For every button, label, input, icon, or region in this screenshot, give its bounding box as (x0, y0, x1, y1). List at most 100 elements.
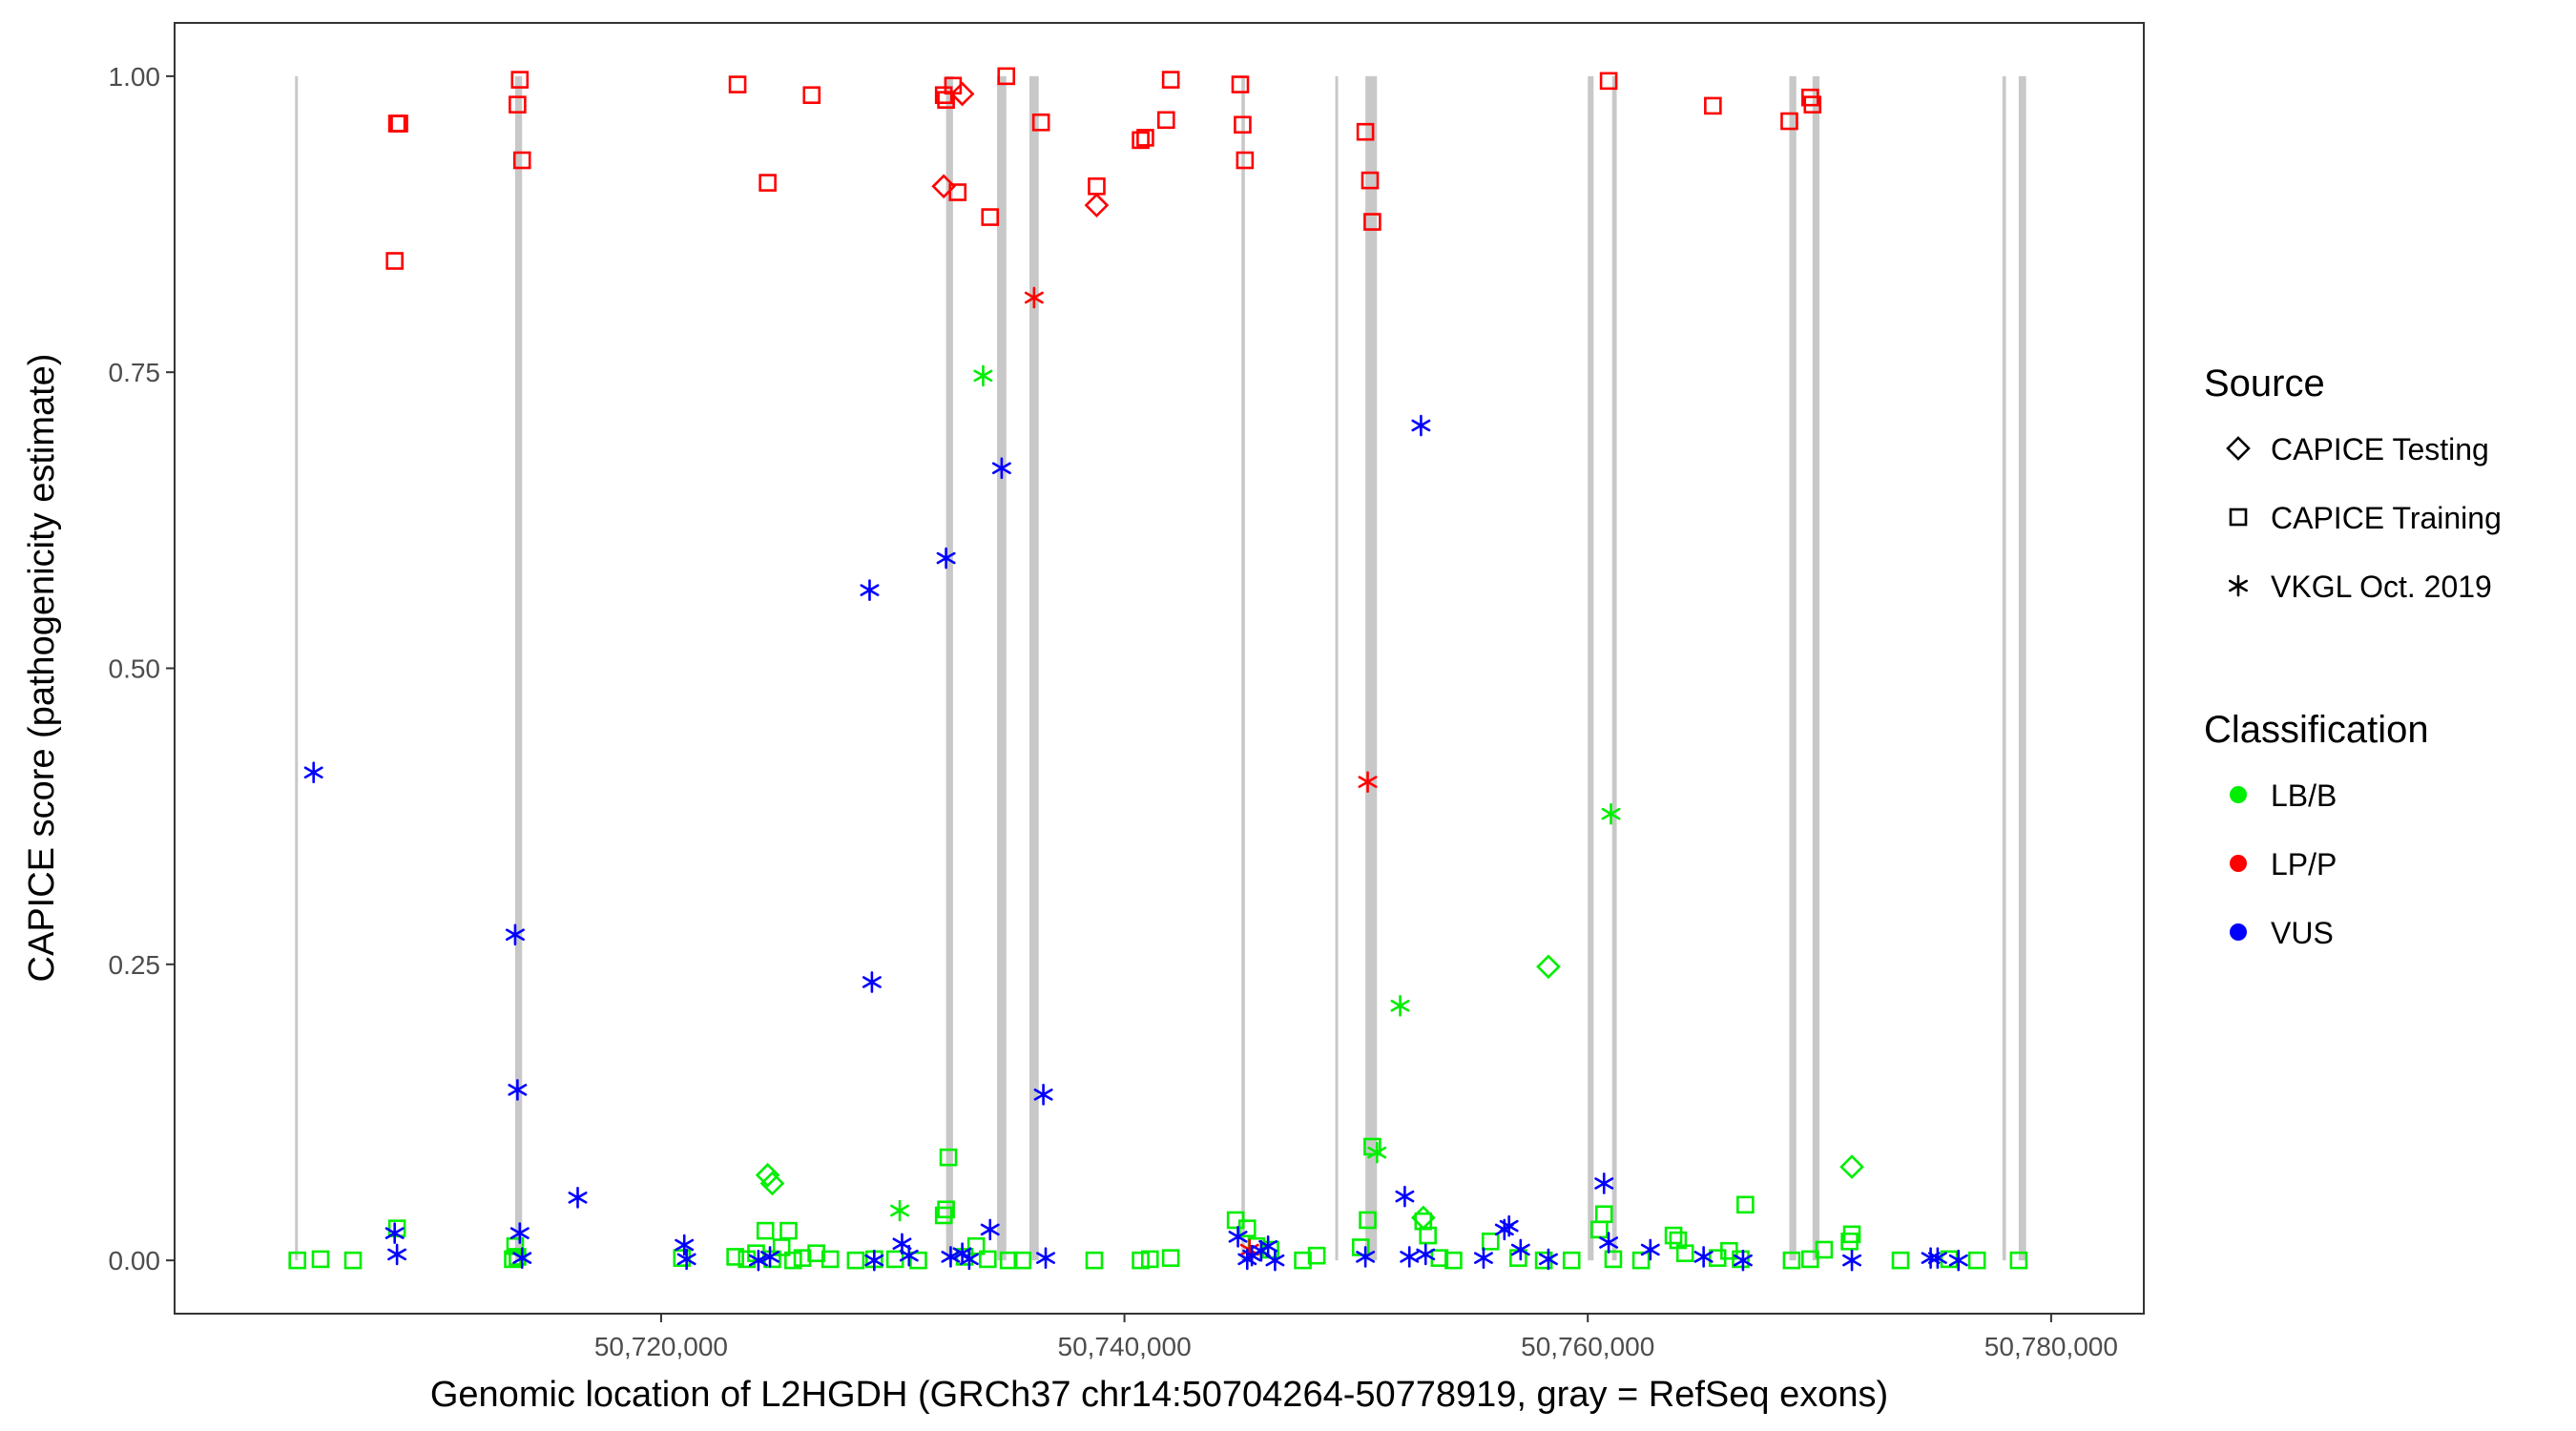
point-vkgl-oct-2019-lb-b-3 (1390, 994, 1410, 1017)
point-capice-training-lb-b-23 (934, 1206, 953, 1225)
point-vkgl-oct-2019-lb-b-4 (1601, 802, 1621, 825)
point-vkgl-oct-2019-vus-49 (1948, 1249, 1968, 1272)
point-capice-training-lb-b-48 (1481, 1232, 1500, 1251)
point-capice-training-lp-p-13 (981, 208, 1000, 226)
y-tick-label-2: 0.50 (109, 654, 161, 684)
exon-band-11 (1812, 75, 1820, 1261)
point-capice-training-lp-p-24 (1356, 122, 1375, 141)
point-vkgl-oct-2019-vus-29 (1258, 1234, 1278, 1257)
legend-source-keys (2226, 436, 2251, 597)
x-axis-title: Genomic location of L2HGDH (GRCh37 chr14… (430, 1375, 1888, 1415)
point-vkgl-oct-2019-vus-31 (1356, 1246, 1376, 1268)
exon-band-10 (1789, 75, 1797, 1261)
point-vkgl-oct-2019-vus-22 (991, 457, 1011, 480)
point-vkgl-oct-2019-vus-39 (1510, 1238, 1530, 1261)
point-vkgl-oct-2019-vus-25 (1228, 1226, 1248, 1248)
x-tick-label-0: 50,720,000 (594, 1332, 728, 1361)
point-vkgl-oct-2019-vus-2 (387, 1243, 407, 1266)
exon-layer (295, 75, 2026, 1261)
point-vkgl-oct-2019-vus-44 (1693, 1246, 1714, 1268)
point-vkgl-oct-2019-vus-38 (1499, 1214, 1519, 1237)
point-capice-training-lb-b-34 (1161, 1249, 1180, 1267)
point-vkgl-oct-2019-vus-8 (675, 1234, 695, 1256)
point-capice-testing-lp-p-1 (949, 81, 975, 107)
y-tick-label-0: 0.00 (109, 1246, 161, 1275)
exon-band-5 (1241, 75, 1245, 1261)
point-capice-training-lb-b-54 (1604, 1250, 1623, 1269)
legend-class-title: Classification (2204, 709, 2429, 751)
point-vkgl-oct-2019-vus-17 (936, 547, 956, 570)
point-capice-training-lb-b-3 (387, 1219, 406, 1237)
point-vkgl-oct-2019-lb-b-0 (890, 1199, 909, 1222)
point-capice-training-lb-b-36 (1237, 1219, 1257, 1237)
exon-band-2 (945, 75, 953, 1261)
x-tick-label-2: 50,760,000 (1521, 1332, 1654, 1361)
legend-key-capice-training-square-icon (2229, 508, 2248, 527)
point-vkgl-oct-2019-vus-36 (1473, 1247, 1493, 1269)
legend-source-label-1: CAPICE Training (2271, 501, 2502, 535)
point-capice-training-lb-b-39 (1294, 1251, 1312, 1270)
point-capice-training-lp-p-3 (510, 71, 530, 89)
point-capice-training-lp-p-5 (512, 151, 531, 170)
point-vkgl-oct-2019-vus-4 (508, 1079, 528, 1101)
point-capice-training-lp-p-25 (1361, 171, 1380, 190)
point-capice-training-lp-p-28 (1704, 96, 1722, 115)
point-vkgl-oct-2019-vus-46 (1842, 1249, 1861, 1272)
point-capice-training-lb-b-16 (793, 1249, 812, 1267)
exon-band-4 (1029, 75, 1039, 1261)
point-capice-testing-lb-b-0 (755, 1162, 780, 1188)
point-capice-training-lb-b-24 (937, 1200, 955, 1219)
point-capice-testing-lb-b-4 (1839, 1154, 1864, 1179)
point-vkgl-oct-2019-vus-42 (1599, 1232, 1619, 1254)
x-tick-label-3: 50,780,000 (1984, 1332, 2118, 1361)
point-capice-training-lp-p-7 (758, 174, 777, 192)
point-capice-training-lb-b-18 (821, 1250, 840, 1269)
point-capice-training-lp-p-26 (1363, 213, 1381, 231)
legend-source-label-0: CAPICE Testing (2271, 432, 2489, 467)
point-capice-training-lb-b-30 (1013, 1251, 1032, 1270)
y-tick-label-1: 0.25 (109, 950, 161, 980)
point-vkgl-oct-2019-vus-40 (1538, 1248, 1558, 1271)
point-capice-training-lb-b-0 (288, 1251, 306, 1270)
y-axis-title: CAPICE score (pathogenicity estimate) (22, 354, 62, 983)
x-tick-label-1: 50,740,000 (1058, 1332, 1192, 1361)
exon-band-9 (1611, 75, 1617, 1261)
point-vkgl-oct-2019-vus-1 (384, 1222, 405, 1244)
point-vkgl-oct-2019-vus-18 (941, 1246, 961, 1268)
point-capice-training-lb-b-31 (1085, 1251, 1104, 1270)
point-capice-training-lb-b-14 (779, 1221, 798, 1240)
exon-band-13 (2018, 75, 2026, 1261)
point-capice-training-lb-b-42 (1359, 1211, 1377, 1230)
legend-key-capice-testing-diamond-icon (2226, 436, 2251, 461)
exon-band-3 (997, 75, 1007, 1261)
point-vkgl-oct-2019-vus-35 (1416, 1243, 1436, 1266)
point-capice-training-lb-b-64 (1801, 1250, 1819, 1269)
point-capice-training-lb-b-1 (311, 1250, 330, 1269)
legend-class-label-2: VUS (2271, 916, 2334, 950)
point-vkgl-oct-2019-vus-11 (760, 1246, 780, 1268)
point-capice-training-lb-b-51 (1562, 1251, 1581, 1270)
legend-key-vus-dot-icon (2230, 923, 2247, 941)
point-capice-training-lp-p-15 (1031, 113, 1050, 132)
point-capice-training-lb-b-40 (1307, 1246, 1326, 1265)
point-capice-training-lp-p-6 (728, 75, 747, 93)
point-capice-training-lp-p-2 (385, 252, 404, 270)
point-vkgl-oct-2019-vus-16 (899, 1244, 919, 1267)
point-vkgl-oct-2019-lp-p-0 (1024, 286, 1044, 309)
point-vkgl-oct-2019-vus-33 (1400, 1246, 1420, 1268)
point-vkgl-oct-2019-vus-47 (1921, 1247, 1941, 1269)
legend-key-lp-p-dot-icon (2230, 855, 2247, 872)
point-capice-training-lb-b-63 (1782, 1251, 1801, 1270)
point-capice-training-lb-b-13 (772, 1238, 791, 1256)
point-capice-testing-lb-b-3 (1536, 954, 1561, 980)
point-capice-training-lp-p-27 (1599, 72, 1618, 91)
legend-key-vkgl-oct-2019-asterisk-icon (2229, 574, 2248, 597)
point-capice-training-lb-b-62 (1736, 1195, 1755, 1214)
point-vkgl-oct-2019-vus-6 (512, 1247, 532, 1269)
point-vkgl-oct-2019-vus-0 (303, 761, 323, 784)
point-vkgl-oct-2019-vus-7 (568, 1187, 588, 1209)
point-vkgl-oct-2019-vus-30 (1265, 1249, 1285, 1272)
axis-layer: 0.00 0.25 0.50 0.75 1.00 50,720,000 50,740,000… (109, 62, 2118, 1361)
point-capice-training-lb-b-61 (1732, 1250, 1750, 1269)
